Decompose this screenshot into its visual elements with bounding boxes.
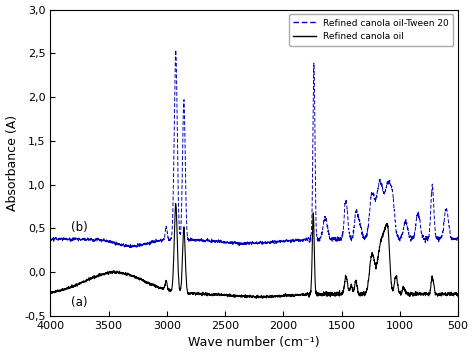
X-axis label: Wave number (cm⁻¹): Wave number (cm⁻¹) — [188, 337, 320, 349]
Text: (b): (b) — [72, 221, 88, 234]
Text: (a): (a) — [72, 295, 88, 308]
Y-axis label: Absorbance (A): Absorbance (A) — [6, 115, 18, 211]
Legend: Refined canola oil-Tween 20, Refined canola oil: Refined canola oil-Tween 20, Refined can… — [289, 14, 454, 45]
